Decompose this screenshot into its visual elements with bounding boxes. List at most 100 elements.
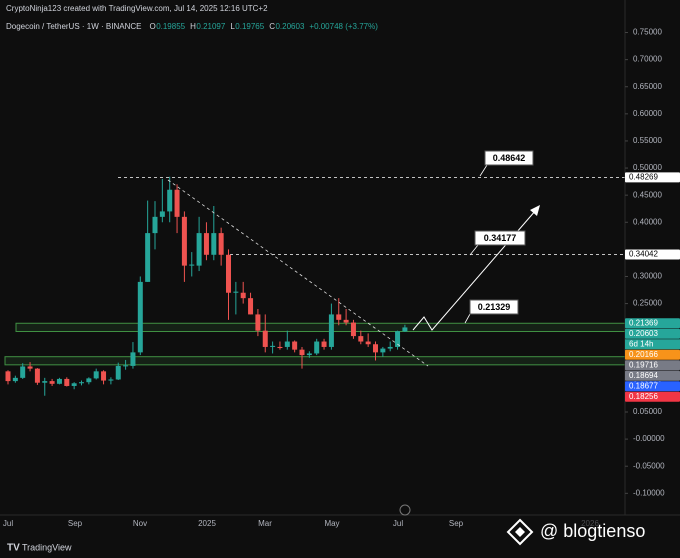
countdown-label: 6d 14h	[629, 339, 653, 348]
y-tick-label: 0.50000	[633, 163, 662, 172]
candle-body	[248, 298, 254, 315]
candle-body	[196, 233, 202, 266]
annotation: 0.21329	[464, 299, 519, 324]
y-tick-label: 0.55000	[633, 136, 662, 145]
zone	[15, 322, 626, 332]
annotation: 0.34177	[469, 230, 526, 256]
ohlc-key: O	[149, 22, 155, 31]
y-tick-label: 0.30000	[633, 272, 662, 281]
candle-body	[306, 353, 312, 356]
y-tick-label: 0.65000	[633, 82, 662, 91]
plot	[4, 176, 626, 396]
candle-body	[299, 349, 305, 356]
candle-body	[314, 341, 320, 354]
candle-body	[64, 378, 70, 386]
y-tick-label: 0.70000	[633, 55, 662, 64]
y-tick-label: 0.05000	[633, 407, 662, 416]
ohlc-value: 0.21097	[196, 22, 225, 31]
annotation-label: 0.34177	[484, 233, 517, 243]
candle-body	[86, 378, 92, 383]
candle-body	[5, 371, 11, 382]
price-tag	[625, 370, 680, 381]
candle-body	[240, 292, 246, 299]
candle-body	[226, 254, 231, 293]
ohlc-legend: O 0.19855 H 0.21097 L 0.19765 C 0.20603 +0.00748…	[149, 22, 378, 31]
footer-bar	[0, 540, 680, 558]
x-tick-label: 2026	[581, 519, 599, 528]
annotation: 0.48642	[479, 150, 534, 177]
price-tag	[625, 172, 680, 183]
watermark: @ blogtienso	[540, 521, 645, 541]
candle-body	[189, 264, 195, 266]
price-tag-label: 0.34042	[629, 250, 658, 259]
candle-body	[145, 233, 151, 282]
candle-body	[233, 291, 239, 293]
price-tag-label: 0.20166	[629, 350, 658, 359]
candle-body	[358, 336, 364, 342]
annotation-label: 0.48642	[493, 153, 526, 163]
x-tick-label: Nov	[133, 519, 147, 528]
candle-body	[292, 341, 298, 350]
replay-icon[interactable]	[399, 504, 411, 516]
y-tick-label: 0.75000	[633, 28, 662, 37]
projection-arrow	[412, 209, 537, 331]
x-tick-label: Sep	[449, 519, 464, 528]
price-tag-label: 0.18256	[629, 392, 658, 401]
y-tick-label: -0.00000	[633, 434, 665, 443]
arrow-head	[530, 205, 540, 216]
logo-icon: TV	[7, 543, 20, 554]
zone	[4, 356, 626, 366]
candle-body	[101, 371, 107, 381]
x-tick-label: 2025	[198, 519, 216, 528]
candle-body	[284, 341, 290, 347]
candle-body	[365, 341, 371, 345]
candle-body	[277, 346, 283, 349]
candle-body	[336, 314, 342, 320]
annotation-label: 0.21329	[478, 302, 511, 312]
candle-body	[387, 346, 393, 349]
annotation-pointer	[469, 244, 479, 256]
ohlc-value: 0.19765	[235, 22, 264, 31]
price-tag	[625, 318, 680, 329]
candle-body	[79, 382, 84, 384]
ohlc-key: C	[269, 22, 275, 31]
candle-body	[130, 352, 136, 366]
price-tag-label: 0.18694	[629, 371, 658, 380]
trendline	[167, 179, 429, 367]
candle-body	[203, 233, 209, 255]
candle-body	[328, 314, 334, 347]
candle-body	[56, 378, 62, 384]
price-tag-label: 0.48269	[629, 173, 658, 182]
price-tag	[625, 249, 680, 260]
candle-body	[27, 366, 33, 369]
symbol-title: Dogecoin / TetherUS · 1W · BINANCE	[6, 22, 141, 31]
price-tag-label: 0.21369	[629, 318, 658, 327]
y-tick-label: -0.05000	[633, 461, 665, 470]
ohlc-key: L	[230, 22, 235, 31]
price-tag	[625, 391, 680, 402]
price-tag	[625, 360, 680, 371]
footer-logo: TradingView	[22, 542, 72, 552]
price-tag	[625, 349, 680, 360]
x-tick-label: Jul	[393, 519, 403, 528]
candle-body	[42, 381, 48, 383]
price-tag	[625, 381, 680, 392]
candle-body	[71, 383, 77, 386]
annotation-pointer	[479, 164, 488, 177]
x-tick-label: Sep	[68, 519, 83, 528]
candle-body	[402, 327, 408, 332]
price-tag-label: 0.19716	[629, 360, 658, 369]
candle-body	[373, 344, 378, 353]
candle-body	[123, 365, 129, 367]
candle-body	[152, 216, 158, 234]
candle-body	[350, 322, 356, 337]
candle-body	[167, 189, 173, 212]
y-tick-label: 0.60000	[633, 109, 662, 118]
candle-body	[181, 216, 187, 266]
candle-body	[93, 371, 99, 379]
candle-body	[12, 377, 18, 382]
candle-body	[108, 379, 114, 381]
